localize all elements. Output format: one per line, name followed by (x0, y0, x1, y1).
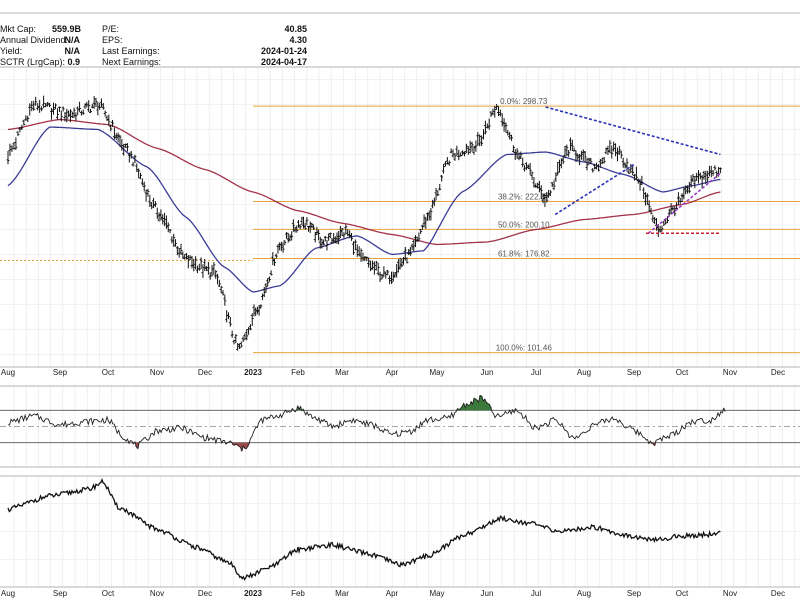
stat-label: Mkt Cap: (0, 24, 37, 34)
trendline (545, 106, 721, 156)
trendline (554, 163, 635, 216)
x-tick-label: 2023 (244, 589, 262, 598)
x-tick-label: Dec (198, 589, 212, 598)
x-tick-label: Apr (386, 368, 399, 377)
x-tick-label: Sep (627, 368, 642, 377)
x-tick-label: Apr (386, 589, 399, 598)
trendline (647, 172, 721, 234)
x-tick-label: Dec (198, 368, 212, 377)
stat-label: Yield: (0, 46, 23, 56)
x-tick-label: Aug (1, 589, 15, 598)
x-tick-label: Aug (577, 589, 591, 598)
x-tick-label: Sep (627, 589, 642, 598)
fib-label: 50.0%: 200.10 (498, 220, 550, 229)
x-tick-label: 2023 (244, 368, 262, 377)
sma200-line (7, 118, 721, 246)
x-tick-label: Aug (577, 368, 591, 377)
x-tick-label: Oct (676, 589, 689, 598)
x-tick-label: Nov (723, 368, 737, 377)
x-tick-label: Sep (53, 589, 68, 598)
stat-value: 0.9 (67, 57, 80, 67)
x-tick-label: Jul (531, 589, 541, 598)
x-tick-label: Jul (531, 368, 541, 377)
stat-label: EPS: (102, 35, 123, 45)
x-tick-label: Sep (53, 368, 68, 377)
stat-value: N/A (64, 35, 81, 45)
x-tick-label: Nov (150, 368, 164, 377)
x-tick-label: Aug (1, 368, 15, 377)
stat-value: 40.85 (284, 24, 307, 34)
stat-label: Last Earnings: (102, 46, 160, 56)
x-tick-label: Oct (102, 589, 115, 598)
stat-value: 4.30 (289, 35, 307, 45)
fib-label: 100.0%: 101.46 (496, 344, 553, 353)
stat-label: Annual Dividend: (0, 35, 69, 45)
x-tick-label: Jun (481, 589, 494, 598)
x-tick-label: Jun (481, 368, 494, 377)
x-tick-label: Feb (291, 368, 305, 377)
osc-oversold-fill (128, 442, 656, 451)
x-tick-label: May (429, 368, 444, 377)
relative-strength-line (7, 477, 721, 581)
stat-value: 559.9B (52, 24, 82, 34)
x-tick-label: Dec (771, 589, 785, 598)
oscillator-line (7, 394, 726, 453)
x-tick-label: Feb (291, 589, 305, 598)
stat-value: 2024-04-17 (260, 57, 307, 67)
fib-label: 0.0%: 298.73 (500, 97, 548, 106)
fib-label: 38.2%: 222.37 (498, 193, 550, 202)
stat-value: N/A (64, 46, 81, 56)
x-tick-label: Mar (335, 589, 349, 598)
osc-overbought-fill (284, 395, 725, 411)
x-tick-label: Mar (335, 368, 349, 377)
x-tick-label: Oct (676, 368, 689, 377)
stat-value: 2024-01-24 (260, 46, 307, 56)
x-tick-label: Nov (723, 589, 737, 598)
stat-label: SCTR (LrgCap): (0, 57, 66, 67)
x-tick-label: Dec (771, 368, 785, 377)
x-tick-label: Nov (150, 589, 164, 598)
x-tick-label: Oct (102, 368, 115, 377)
price-bars (6, 95, 722, 351)
stat-label: P/E: (102, 24, 120, 34)
stat-label: Next Earnings: (102, 57, 162, 67)
x-tick-label: May (429, 589, 444, 598)
fib-label: 61.8%: 176.82 (498, 249, 550, 258)
sma50-line (7, 126, 721, 293)
